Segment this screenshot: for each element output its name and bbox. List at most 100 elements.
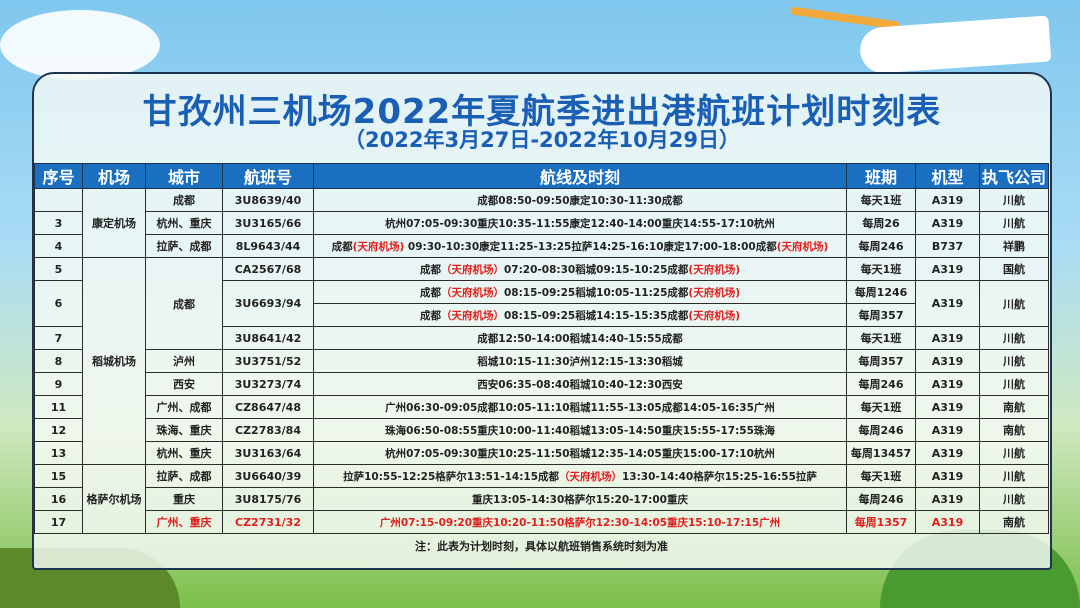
route-segment: （天府机场） — [559, 470, 622, 483]
page-title: 甘孜州三机场2022年夏航季进出港航班计划时刻表 — [142, 92, 942, 132]
flight-number-cell: CZ2783/84 — [222, 418, 314, 442]
aircraft-cell: A319 — [915, 510, 980, 534]
schedule-cell: 每周357 — [846, 349, 916, 373]
schedule-cell: 每天1班 — [846, 464, 916, 488]
route-segment: 重庆13:05-14:30格萨尔15:20-17:00重庆 — [472, 493, 688, 506]
city-cell: 成都 — [145, 257, 223, 350]
flight-number-cell: CZ2731/32 — [222, 510, 314, 534]
route-cell: 杭州07:05-09:30重庆10:35-11:55康定12:40-14:00重… — [313, 211, 847, 235]
table-row: 12 珠海、重庆 CZ2783/84 珠海06:50-08:55重庆10:00-11:… — [34, 418, 1049, 442]
schedule-cell: 每周246 — [846, 487, 916, 511]
aircraft-cell: A319 — [915, 280, 980, 327]
city-cell: 杭州、重庆 — [145, 441, 223, 465]
seq-number-cell — [34, 188, 83, 212]
schedule-cell: 每周357 — [846, 303, 916, 327]
route-cell: 成都（天府机场）08:15-09:25稻城14:15-15:35成都(天府机场) — [313, 303, 847, 327]
schedule-cell: 每周1246 — [846, 280, 916, 304]
airport-cell: 康定机场 — [82, 188, 146, 258]
page-subtitle: （2022年3月27日-2022年10月29日） — [344, 128, 740, 152]
table-row: 4 拉萨、成都 8L9643/44 成都(天府机场) 09:30-10:30康定11:… — [34, 234, 1049, 258]
airline-cell: 南航 — [979, 418, 1049, 442]
airline-cell: 川航 — [979, 487, 1049, 511]
route-cell: 拉萨10:55-12:25格萨尔13:51-14:15成都（天府机场）13:30… — [313, 464, 847, 488]
route-segment: (天府机场) — [688, 309, 740, 322]
column-header: 执飞公司 — [979, 163, 1049, 189]
table-header-row: 序号 机场 城市 航班号 航线及时刻 班期 机型 执飞公司 — [34, 163, 1049, 189]
aircraft-cell: A319 — [915, 418, 980, 442]
schedule-cell: 每周26 — [846, 211, 916, 235]
aircraft-cell: A319 — [915, 188, 980, 212]
schedule-cell: 每天1班 — [846, 395, 916, 419]
seq-number-cell: 7 — [34, 326, 83, 350]
schedule-cell: 每周246 — [846, 372, 916, 396]
airline-cell: 川航 — [979, 441, 1049, 465]
column-header: 航线及时刻 — [313, 163, 847, 189]
city-cell: 拉萨、成都 — [145, 234, 223, 258]
airline-cell: 国航 — [979, 257, 1049, 281]
route-cell: 杭州07:05-09:30重庆10:25-11:50稻城12:35-14:05重… — [313, 441, 847, 465]
route-segment: (天府机场) — [688, 263, 740, 276]
column-header: 机场 — [82, 163, 146, 189]
route-segment: 珠海06:50-08:55重庆10:00-11:40稻城13:05-14:50重… — [385, 424, 775, 437]
flight-schedule-table: 序号 机场 城市 航班号 航线及时刻 班期 机型 执飞公司 康定机场 成都 3U8639/40 成都… — [34, 163, 1049, 558]
airline-cell: 祥鹏 — [979, 234, 1049, 258]
route-segment: 成都 — [331, 240, 353, 253]
flight-number-cell: 3U3163/64 — [222, 441, 314, 465]
seq-number-cell: 17 — [34, 510, 83, 534]
city-cell: 杭州、重庆 — [145, 211, 223, 235]
schedule-cell: 每周1357 — [846, 510, 916, 534]
route-segment: （天府机场） — [440, 263, 504, 276]
airport-cell: 稻城机场 — [82, 257, 146, 465]
flight-number-cell: 3U8639/40 — [222, 188, 314, 212]
route-segment: 稻城10:15-11:30泸州12:15-13:30稻城 — [477, 355, 683, 368]
city-cell: 重庆 — [145, 487, 223, 511]
route-segment: 07:20-08:30稻城09:15-10:25成都 — [503, 263, 689, 276]
airline-cell: 川航 — [979, 326, 1049, 350]
table-row: 15 格萨尔机场 拉萨、成都 3U6640/39 拉萨10:55-12:25格萨尔13:… — [34, 464, 1049, 534]
route-segment: 成都 — [419, 286, 441, 299]
aircraft-cell: A319 — [915, 326, 980, 350]
table-row: 16 重庆 3U8175/76 重庆13:05-14:30格萨尔15:20-17:00… — [34, 487, 1049, 511]
table-row: 6 3U6693/94 成都（天府机场）08:15-09:25稻城10:05-11:… — [34, 280, 1049, 327]
seq-number-cell: 3 — [34, 211, 83, 235]
column-header: 机型 — [915, 163, 980, 189]
aircraft-cell: A319 — [915, 441, 980, 465]
route-segment: 广州06:30-09:05成都10:05-11:10稻城11:55-13:05成… — [385, 401, 775, 414]
flight-number-cell: 8L9643/44 — [222, 234, 314, 258]
airline-cell: 川航 — [979, 188, 1049, 212]
aircraft-cell: A319 — [915, 211, 980, 235]
route-segment: 09:30-10:30康定11:25-13:25拉萨14:25-16:10康定1… — [404, 240, 777, 253]
aircraft-cell: A319 — [915, 257, 980, 281]
aircraft-cell: A319 — [915, 487, 980, 511]
schedule-cell: 每周246 — [846, 234, 916, 258]
flight-number-cell: 3U3751/52 — [222, 349, 314, 373]
flight-number-cell: 3U3165/66 — [222, 211, 314, 235]
table-row: 8 泸州 3U3751/52 稻城10:15-11:30泸州12:15-13:30稻城… — [34, 349, 1049, 373]
seq-number-cell: 9 — [34, 372, 83, 396]
route-cell: 稻城10:15-11:30泸州12:15-13:30稻城 — [313, 349, 847, 373]
route-cell: 西安06:35-08:40稻城10:40-12:30西安 — [313, 372, 847, 396]
flight-number-cell: 3U6693/94 — [222, 280, 314, 327]
flight-number-cell: 3U8641/42 — [222, 326, 314, 350]
city-cell: 广州、重庆 — [145, 510, 223, 534]
route-segment: 08:15-09:25稻城14:15-15:35成都 — [503, 309, 689, 322]
schedule-cell: 每天1班 — [846, 257, 916, 281]
route-cell: 重庆13:05-14:30格萨尔15:20-17:00重庆 — [313, 487, 847, 511]
table-row: 17 广州、重庆 CZ2731/32 广州07:15-09:20重庆10:20-11:… — [34, 510, 1049, 534]
route-cell: 成都（天府机场）08:15-09:25稻城10:05-11:25成都(天府机场) — [313, 280, 847, 304]
city-cell: 泸州 — [145, 349, 223, 373]
seq-number-cell: 11 — [34, 395, 83, 419]
route-segment: （天府机场） — [440, 309, 504, 322]
route-cell: 珠海06:50-08:55重庆10:00-11:40稻城13:05-14:50重… — [313, 418, 847, 442]
note-text: 注：此表为计划时刻，具体以航班销售系统时刻为准 — [34, 533, 1049, 558]
route-segment: 杭州07:05-09:30重庆10:35-11:55康定12:40-14:00重… — [385, 217, 775, 230]
route-cell: 成都12:50-14:00稻城14:40-15:55成都 — [313, 326, 847, 350]
schedule-cell: 每天1班 — [846, 188, 916, 212]
table-row: 康定机场成都 3U8639/40 成都08:50-09:50康定10:30-11:3… — [34, 188, 1049, 258]
seq-number-cell: 16 — [34, 487, 83, 511]
route-cell: 成都08:50-09:50康定10:30-11:30成都 — [313, 188, 847, 212]
flight-number-cell: 3U6640/39 — [222, 464, 314, 488]
cloud-decoration — [0, 10, 160, 80]
route-segment: 13:30-14:40格萨尔15:25-16:55拉萨 — [622, 470, 817, 483]
seq-number-cell: 8 — [34, 349, 83, 373]
